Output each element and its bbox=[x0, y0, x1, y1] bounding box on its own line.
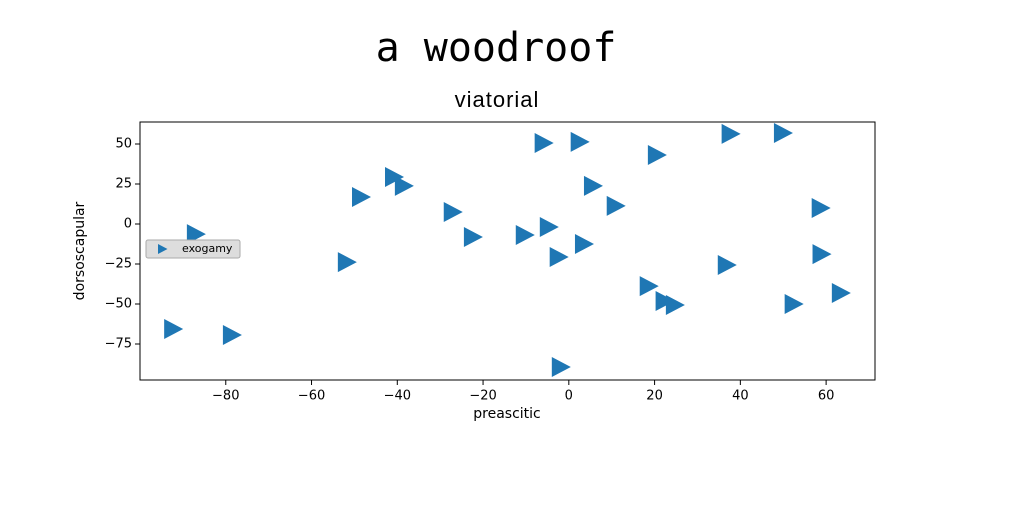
point bbox=[463, 226, 483, 247]
point bbox=[717, 254, 737, 275]
y-tick-label: −50 bbox=[105, 297, 132, 312]
point bbox=[574, 234, 594, 254]
point bbox=[811, 198, 831, 218]
point bbox=[784, 294, 804, 314]
point bbox=[583, 175, 603, 196]
legend: exogamy bbox=[145, 239, 241, 259]
x-tick-label: 20 bbox=[646, 389, 663, 404]
legend-label: exogamy bbox=[182, 242, 233, 255]
point bbox=[773, 122, 793, 143]
point bbox=[665, 294, 685, 315]
chart-subtitle: viatorial bbox=[455, 87, 540, 112]
point bbox=[549, 246, 569, 267]
x-tick-label: 60 bbox=[818, 389, 835, 404]
point bbox=[831, 282, 851, 303]
point bbox=[394, 175, 414, 196]
point bbox=[443, 202, 463, 222]
x-tick-label: −20 bbox=[469, 389, 496, 404]
point bbox=[570, 131, 590, 152]
y-axis-label: dorsoscapular bbox=[72, 201, 88, 300]
point bbox=[385, 166, 405, 187]
point bbox=[812, 244, 832, 265]
point bbox=[222, 325, 242, 346]
point bbox=[351, 186, 371, 207]
point bbox=[551, 357, 571, 378]
x-tick-label: 40 bbox=[732, 389, 749, 404]
x-tick-label: −80 bbox=[212, 389, 239, 404]
plot-frame bbox=[139, 121, 876, 381]
point bbox=[647, 145, 667, 166]
legend-marker bbox=[158, 244, 168, 254]
y-tick-label: 0 bbox=[124, 217, 132, 232]
point bbox=[639, 276, 659, 297]
point bbox=[606, 195, 626, 216]
x-tick-label: 0 bbox=[565, 389, 573, 404]
x-tick-label: −40 bbox=[384, 389, 411, 404]
chart-title: a woodroof bbox=[376, 25, 617, 71]
point bbox=[337, 252, 357, 273]
y-tick-label: 50 bbox=[115, 137, 132, 152]
point bbox=[655, 290, 675, 311]
y-tick-label: −75 bbox=[105, 337, 132, 352]
y-tick-label: −25 bbox=[105, 257, 132, 272]
point bbox=[515, 225, 535, 246]
point bbox=[164, 318, 184, 339]
y-tick-label: 25 bbox=[115, 177, 132, 192]
x-axis-label: preascitic bbox=[473, 406, 540, 422]
point bbox=[534, 133, 554, 154]
point bbox=[721, 123, 741, 144]
point bbox=[539, 217, 559, 238]
x-tick-label: −60 bbox=[298, 389, 325, 404]
legend-box bbox=[145, 239, 241, 259]
point bbox=[186, 224, 206, 245]
